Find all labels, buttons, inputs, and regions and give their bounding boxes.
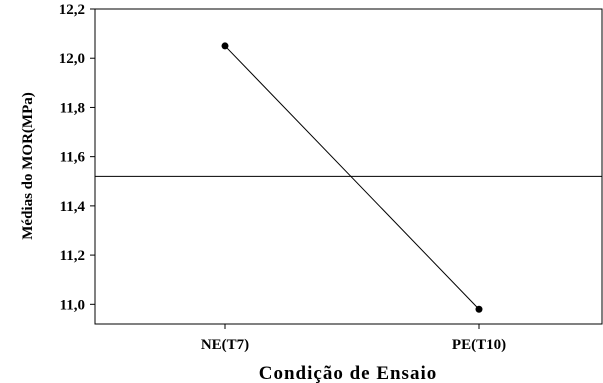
- y-tick-label: 12,2: [59, 2, 85, 18]
- plot-frame: [94, 8, 603, 325]
- x-tick-label: PE(T10): [452, 337, 506, 353]
- y-tick-label: 12,0: [59, 51, 85, 67]
- y-tick-label: 11,6: [60, 150, 86, 166]
- y-tick-label: 11,4: [60, 199, 86, 215]
- data-point: [475, 305, 483, 313]
- y-tick-label: 11,8: [60, 100, 85, 116]
- series-line: [224, 45, 480, 310]
- x-axis: NE(T7) PE(T10): [201, 324, 506, 353]
- x-axis-title: Condição de Ensaio: [259, 363, 437, 383]
- y-axis-title: Médias do MOR(MPa): [20, 92, 36, 239]
- series-group: [221, 42, 483, 313]
- data-point: [221, 42, 229, 50]
- x-tick-label: NE(T7): [201, 337, 249, 353]
- y-axis: 11,0 11,2 11,4 11,6 11,8 12,0 12,2: [59, 2, 95, 313]
- y-tick-label: 11,2: [60, 248, 85, 264]
- y-tick-label: 11,0: [60, 297, 85, 313]
